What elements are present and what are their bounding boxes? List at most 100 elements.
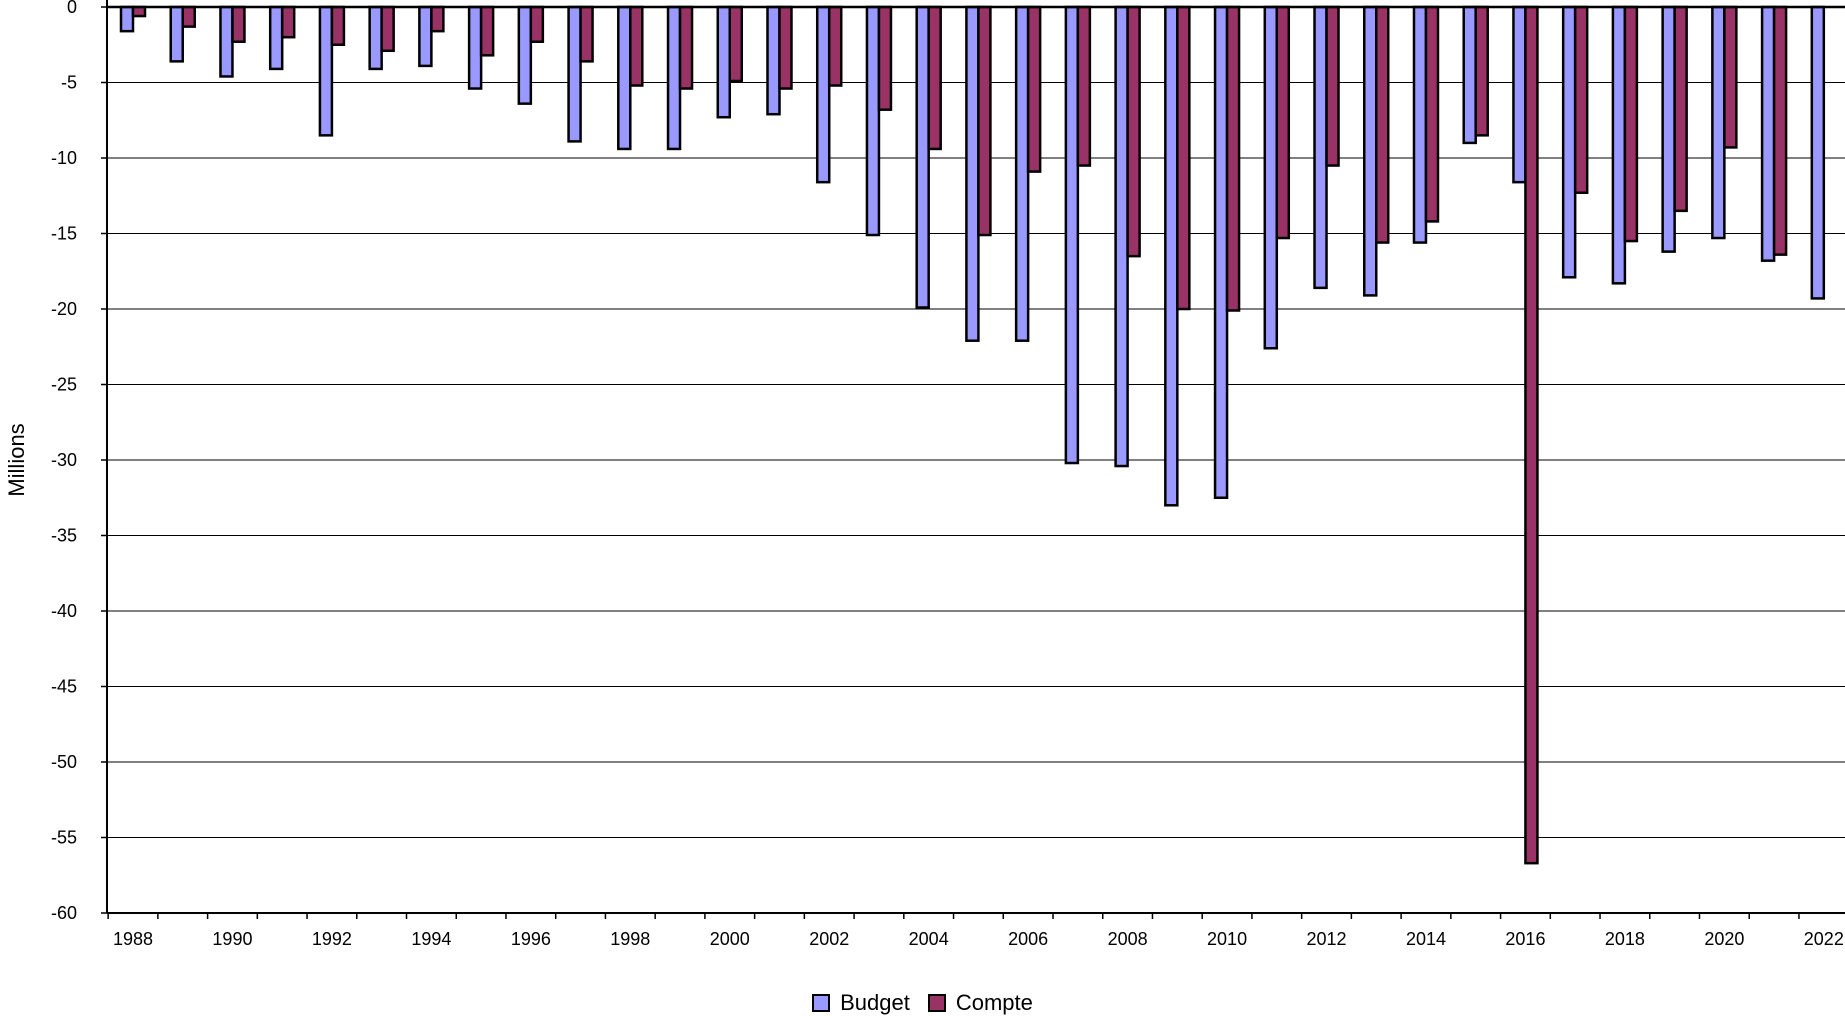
legend-item-budget: Budget [812, 990, 910, 1016]
bar-budget-2011 [1263, 5, 1279, 350]
bar-budget-2009 [1164, 5, 1179, 507]
bar-budget-2020 [1711, 5, 1726, 240]
bar-budget-2013 [1363, 5, 1378, 297]
bar-compte-2016 [1524, 5, 1539, 865]
bar-compte-2002 [827, 5, 843, 87]
bar-compte-1992 [330, 5, 346, 46]
bar-compte-2020 [1723, 5, 1738, 149]
bar-compte-2008 [1126, 5, 1141, 258]
bar-budget-2010 [1213, 5, 1229, 499]
bar-compte-1989 [181, 5, 196, 28]
bar-compte-1990 [231, 5, 246, 43]
x-tick-label: 1988 [113, 929, 153, 949]
y-tick-label: -5 [61, 73, 77, 93]
y-tick-label: -10 [51, 148, 77, 168]
x-tick-label: 2016 [1505, 929, 1545, 949]
x-tick-label: 2008 [1108, 929, 1148, 949]
bar-budget-1993 [368, 5, 383, 71]
bar-budget-2001 [766, 5, 781, 116]
legend-swatch-compte [927, 994, 946, 1012]
y-tick-label: -45 [51, 677, 77, 697]
bar-budget-2005 [965, 5, 980, 342]
bar-compte-2019 [1673, 5, 1688, 213]
x-tick-labels: 1988 1990 1992 1994 1996 1998 2000 2002 2004 2006… [113, 929, 1844, 949]
bar-budget-2000 [716, 5, 732, 119]
bar-compte-1994 [430, 5, 445, 33]
legend-label-budget: Budget [840, 990, 910, 1015]
x-tick-label: 2002 [809, 929, 849, 949]
bar-budget-2021 [1760, 5, 1776, 262]
y-axis-title: Millions [4, 423, 29, 496]
bar-budget-1991 [268, 5, 284, 71]
y-tick-label: 0 [67, 0, 77, 17]
bar-budget-1994 [418, 5, 433, 68]
bar-compte-1988 [131, 5, 147, 18]
bar-compte-1996 [529, 5, 545, 43]
bar-compte-2014 [1424, 5, 1440, 223]
bar-budget-2006 [1014, 5, 1030, 342]
bar-compte-2006 [1026, 5, 1042, 173]
x-tick-label: 2020 [1704, 929, 1744, 949]
y-tick-label: -55 [51, 828, 77, 848]
bar-compte-1999 [678, 5, 694, 90]
bar-compte-2015 [1474, 5, 1489, 137]
legend-swatch-budget [812, 994, 831, 1012]
x-tick-label: 2000 [710, 929, 750, 949]
bar-chart: 0 -5 -10 -15 -20 -25 -30 -35 -40 -45 -50 -55 -60 198… [4, 0, 1845, 949]
bar-budget-2004 [915, 5, 930, 309]
bar-compte-2000 [728, 5, 744, 83]
x-tick-label: 2010 [1207, 929, 1247, 949]
legend: Budget Compte [0, 990, 1845, 1016]
bar-budget-2012 [1313, 5, 1328, 290]
x-tick-label: 2004 [909, 929, 949, 949]
x-tick-label: 1990 [212, 929, 252, 949]
x-tick-label: 1992 [312, 929, 352, 949]
bar-budget-2022 [1810, 5, 1826, 300]
bar-budget-2002 [815, 5, 831, 184]
bar-budget-2018 [1611, 5, 1627, 285]
bar-compte-2018 [1623, 5, 1639, 243]
bar-budget-2019 [1661, 5, 1676, 253]
x-tick-label: 1996 [511, 929, 551, 949]
bar-budget-2017 [1561, 5, 1577, 279]
axes [101, 0, 1845, 919]
bar-compte-2009 [1176, 5, 1191, 311]
legend-item-compte: Compte [927, 990, 1033, 1016]
legend-label-compte: Compte [955, 990, 1033, 1015]
x-tick-label: 2022 [1804, 929, 1844, 949]
bar-budget-2015 [1462, 5, 1477, 145]
bar-budget-1995 [467, 5, 483, 90]
bar-budget-1988 [119, 5, 135, 33]
y-tick-label: -25 [51, 375, 77, 395]
bar-compte-2021 [1772, 5, 1788, 256]
bar-compte-2001 [778, 5, 793, 90]
bar-budget-1999 [666, 5, 682, 151]
bar-compte-1998 [629, 5, 644, 87]
bar-budget-2003 [865, 5, 881, 237]
bar-compte-1995 [479, 5, 495, 57]
bar-budget-2008 [1114, 5, 1129, 468]
y-tick-label: -60 [51, 903, 77, 923]
y-tick-label: -50 [51, 752, 77, 772]
x-tick-label: 1998 [610, 929, 650, 949]
bar-compte-2003 [877, 5, 893, 111]
y-tick-label: -30 [51, 450, 77, 470]
x-tick-label: 1994 [411, 929, 451, 949]
bar-compte-2012 [1325, 5, 1340, 167]
bar-budget-1990 [219, 5, 234, 78]
bar-compte-2017 [1573, 5, 1589, 194]
bars [119, 5, 1826, 865]
x-tick-label: 2018 [1605, 929, 1645, 949]
bar-budget-2007 [1064, 5, 1080, 465]
y-tick-labels: 0 -5 -10 -15 -20 -25 -30 -35 -40 -45 -50 -55 -60 [51, 0, 77, 923]
bar-budget-1989 [169, 5, 184, 63]
x-tick-label: 2006 [1008, 929, 1048, 949]
bar-compte-1991 [280, 5, 296, 39]
y-tick-label: -40 [51, 601, 77, 621]
bar-compte-2004 [927, 5, 942, 151]
bar-budget-1992 [318, 5, 334, 137]
y-tick-label: -15 [51, 224, 77, 244]
bar-compte-2011 [1275, 5, 1291, 240]
bar-compte-1993 [380, 5, 395, 53]
bar-compte-2005 [977, 5, 992, 237]
